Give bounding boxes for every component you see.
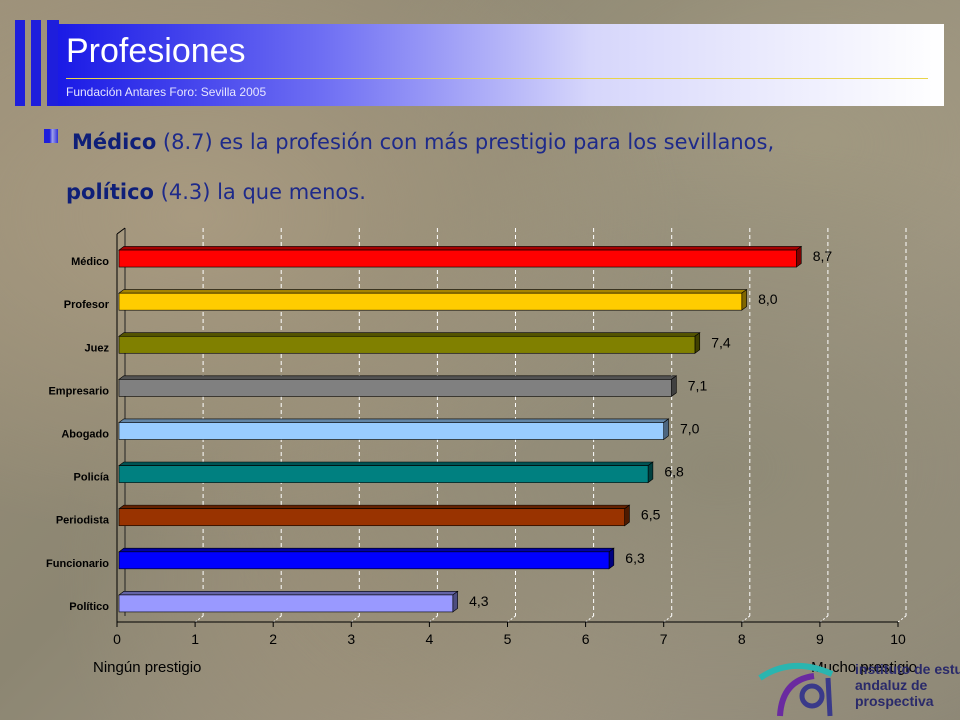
axis-depth-line [116, 227, 126, 235]
statement-rest-1: (8.7) es la profesión con más prestigio … [156, 130, 775, 154]
gridline-floor [897, 615, 907, 623]
bar-6 [118, 508, 625, 527]
gridline-floor [429, 615, 438, 623]
bar-side-3 [671, 375, 677, 397]
value-label: 7,1 [688, 377, 708, 393]
bar-2 [118, 335, 696, 354]
bar-4 [118, 422, 665, 440]
category-label: Político [69, 601, 109, 613]
x-tick-label: 10 [890, 631, 906, 647]
bar-1 [118, 292, 743, 311]
gridline-floor [272, 615, 282, 623]
bar-top-1 [118, 289, 748, 294]
logo: instituto de estudios andaluz de prospec… [752, 660, 960, 718]
bar-side-8 [452, 590, 458, 613]
category-label: Policía [74, 472, 110, 484]
bar-8 [118, 594, 454, 613]
value-label: 8,7 [813, 248, 833, 264]
statement-line-2: político (4.3) la que menos. [66, 167, 366, 217]
x-tick-label: 0 [113, 631, 121, 647]
bullet-icon [44, 129, 58, 143]
value-label: 4,3 [469, 593, 489, 609]
x-tick-label: 2 [269, 631, 277, 647]
x-tick-label: 6 [582, 631, 590, 647]
bar-3 [118, 379, 672, 397]
bar-side-7 [608, 547, 615, 570]
slide-subtitle: Fundación Antares Foro: Sevilla 2005 [66, 85, 267, 99]
category-label: Abogado [61, 429, 109, 441]
category-label: Médico [71, 256, 109, 268]
value-label: 6,8 [664, 464, 684, 480]
value-label: 8,0 [758, 291, 778, 307]
bar-top-7 [118, 547, 615, 553]
gridline-floor [819, 615, 829, 623]
category-label: Juez [85, 342, 110, 354]
value-label: 6,5 [641, 507, 661, 523]
statement-line-1: Médico (8.7) es la profesión con más pre… [72, 117, 774, 167]
bar-top-4 [118, 418, 670, 423]
bar-7 [118, 551, 610, 570]
bar-side-1 [741, 288, 747, 311]
value-label: 6,3 [625, 550, 645, 566]
bar-top-8 [118, 591, 459, 596]
gridline-floor [585, 615, 594, 623]
slide-title: Profesiones [66, 32, 246, 70]
x-tick-label: 1 [191, 631, 199, 647]
value-label: 7,4 [711, 334, 731, 350]
x-tick-label: 9 [816, 631, 824, 647]
bar-side-6 [624, 504, 630, 527]
x-tick-label: 4 [426, 631, 434, 647]
gridline-floor [663, 615, 673, 623]
category-label: Empresario [48, 385, 109, 397]
bar-top-0 [118, 246, 803, 251]
logo-line-2: andaluz de [855, 677, 928, 693]
gridline-floor [194, 615, 204, 623]
value-label: 7,0 [680, 421, 700, 437]
bar-side-0 [796, 245, 802, 268]
gridline-floor [507, 615, 516, 623]
header-stripes [15, 20, 59, 106]
x-tick-label: 3 [347, 631, 355, 647]
bar-top-3 [118, 375, 678, 380]
category-label: Profesor [64, 299, 110, 311]
x-tick-label: 7 [660, 631, 668, 647]
bar-5 [118, 465, 649, 483]
bar-side-5 [647, 461, 654, 484]
bar-top-6 [118, 504, 631, 510]
category-label: Periodista [56, 515, 110, 527]
logo-line-1: instituto de estudios [855, 661, 960, 677]
header-rule [66, 78, 928, 79]
logo-mark-icon [758, 662, 834, 717]
x-axis-label-left: Ningún prestigio [93, 659, 201, 676]
bar-top-2 [118, 332, 701, 337]
bar-side-4 [663, 418, 669, 441]
x-tick-label: 5 [504, 631, 512, 647]
bar-top-5 [118, 461, 654, 466]
statement-bold-1: Médico [72, 130, 157, 154]
logo-line-3: prospectiva [855, 693, 934, 709]
gridline-floor [350, 615, 360, 623]
statement-rest-2: (4.3) la que menos. [153, 180, 366, 204]
x-tick-label: 8 [738, 631, 746, 647]
bar-0 [118, 249, 797, 268]
slide-header: Profesiones Fundación Antares Foro: Sevi… [58, 24, 944, 106]
statement-bold-2: político [66, 180, 154, 204]
gridline-floor [741, 615, 751, 623]
x-axis-label-right: Mucho prestigio [811, 659, 917, 676]
category-label: Funcionario [46, 558, 109, 570]
bar-side-2 [694, 332, 701, 354]
